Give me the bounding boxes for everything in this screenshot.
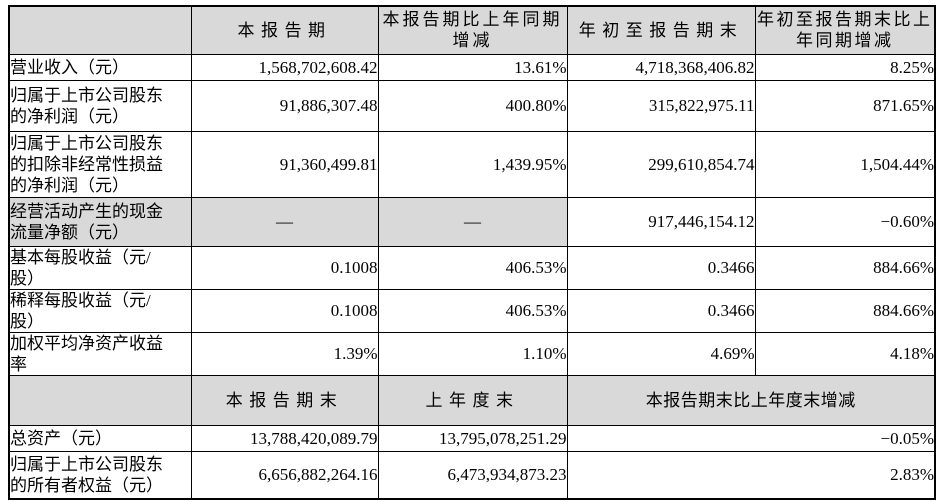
cell-ytd: 315,822,975.11 xyxy=(566,79,756,132)
cell-ytd-yoy: 884.66% xyxy=(754,245,936,290)
cell-current: 0.1008 xyxy=(190,245,379,290)
cell-ytd: 4,718,368,406.82 xyxy=(566,53,756,81)
table-row-shareholders-equity: 归属于上市公司股东 的所有者权益（元） 6,656,882,264.16 6,4… xyxy=(8,450,936,500)
header-prev-year-end: 上年度末 xyxy=(377,374,568,426)
header-current-period: 本报告期 xyxy=(190,5,379,55)
cell-current: 91,886,307.48 xyxy=(190,79,379,132)
header-corner-cell xyxy=(8,5,192,55)
cell-yoy: 1.10% xyxy=(377,331,568,376)
cell-ytd: 4.69% xyxy=(566,331,756,376)
row-label: 基本每股收益（元/ 股） xyxy=(8,245,192,290)
table-row-net-profit-excl-nonrecurring: 归属于上市公司股东 的扣除非经常性损益 的净利润（元） 91,360,499.8… xyxy=(8,130,936,198)
row-label: 加权平均净资产收益 率 xyxy=(8,331,192,376)
cell-prev-year-end: 6,473,934,873.23 xyxy=(377,450,568,500)
table-row-operating-cash-flow: 经营活动产生的现金 流量净额（元） — — 917,446,154.12 −0.… xyxy=(8,196,936,247)
header-current-period-yoy: 本报告期比上年同期 增减 xyxy=(377,5,568,55)
cell-change: −0.05% xyxy=(566,424,936,452)
financial-summary-table: 本报告期 本报告期比上年同期 增减 年初至报告期末 年初至报告期末比上 年同期增… xyxy=(8,5,936,500)
cell-yoy: 1,439.95% xyxy=(377,130,568,198)
cell-current: 0.1008 xyxy=(190,288,379,333)
cell-period-end: 6,656,882,264.16 xyxy=(190,450,379,500)
row-label: 归属于上市公司股东 的扣除非经常性损益 的净利润（元） xyxy=(8,130,192,198)
header-ytd-yoy: 年初至报告期末比上 年同期增减 xyxy=(754,5,936,55)
cell-yoy: 400.80% xyxy=(377,79,568,132)
cell-period-end: 13,788,420,089.79 xyxy=(190,424,379,452)
cell-ytd-yoy: −0.60% xyxy=(754,196,936,247)
cell-ytd-yoy: 884.66% xyxy=(754,288,936,333)
header-corner-cell xyxy=(8,374,192,426)
header-ytd: 年初至报告期末 xyxy=(566,5,756,55)
cell-ytd: 0.3466 xyxy=(566,245,756,290)
cell-ytd: 0.3466 xyxy=(566,288,756,333)
cell-ytd: 917,446,154.12 xyxy=(566,196,756,247)
cell-yoy: 13.61% xyxy=(377,53,568,81)
cell-change: 2.83% xyxy=(566,450,936,500)
cell-yoy: 406.53% xyxy=(377,288,568,333)
row-label: 经营活动产生的现金 流量净额（元） xyxy=(8,196,192,247)
row-label: 总资产（元） xyxy=(8,424,192,452)
cell-ytd-yoy: 871.65% xyxy=(754,79,936,132)
row-label: 营业收入（元） xyxy=(8,53,192,81)
row-label: 归属于上市公司股东 的所有者权益（元） xyxy=(8,450,192,500)
cell-ytd-yoy: 4.18% xyxy=(754,331,936,376)
cell-ytd-yoy: 8.25% xyxy=(754,53,936,81)
row-label: 归属于上市公司股东 的净利润（元） xyxy=(8,79,192,132)
cell-prev-year-end: 13,795,078,251.29 xyxy=(377,424,568,452)
cell-yoy-dash: — xyxy=(377,196,568,247)
header-period-end: 本报告期末 xyxy=(190,374,379,426)
cell-yoy: 406.53% xyxy=(377,245,568,290)
header-row-period: 本报告期 本报告期比上年同期 增减 年初至报告期末 年初至报告期末比上 年同期增… xyxy=(8,5,936,55)
cell-current: 91,360,499.81 xyxy=(190,130,379,198)
header-row-period-end: 本报告期末 上年度末 本报告期末比上年度末增减 xyxy=(8,374,936,426)
table-row-weighted-avg-roe: 加权平均净资产收益 率 1.39% 1.10% 4.69% 4.18% xyxy=(8,331,936,376)
table-row-net-profit: 归属于上市公司股东 的净利润（元） 91,886,307.48 400.80% … xyxy=(8,79,936,132)
header-change-vs-prev-year-end: 本报告期末比上年度末增减 xyxy=(566,374,936,426)
table-row-diluted-eps: 稀释每股收益（元/ 股） 0.1008 406.53% 0.3466 884.6… xyxy=(8,288,936,333)
cell-ytd-yoy: 1,504.44% xyxy=(754,130,936,198)
row-label: 稀释每股收益（元/ 股） xyxy=(8,288,192,333)
table-row-revenue: 营业收入（元） 1,568,702,608.42 13.61% 4,718,36… xyxy=(8,53,936,81)
cell-current: 1,568,702,608.42 xyxy=(190,53,379,81)
table-row-basic-eps: 基本每股收益（元/ 股） 0.1008 406.53% 0.3466 884.6… xyxy=(8,245,936,290)
cell-current: 1.39% xyxy=(190,331,379,376)
cell-ytd: 299,610,854.74 xyxy=(566,130,756,198)
table-row-total-assets: 总资产（元） 13,788,420,089.79 13,795,078,251.… xyxy=(8,424,936,452)
cell-current-dash: — xyxy=(190,196,379,247)
